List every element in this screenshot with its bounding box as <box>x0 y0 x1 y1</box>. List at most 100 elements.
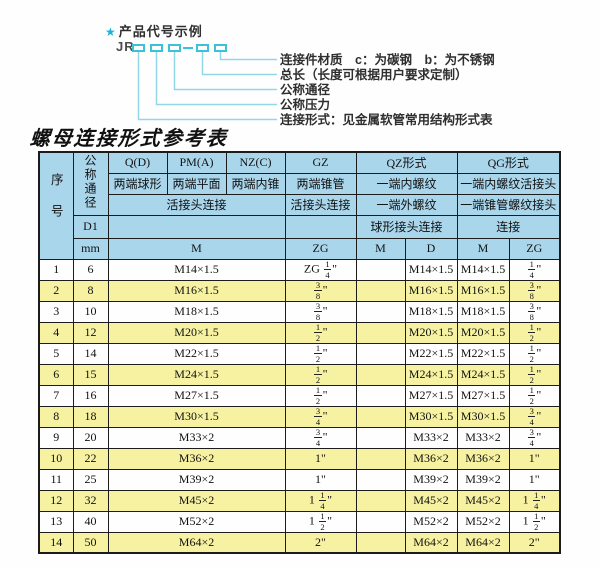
cell-qz-m <box>355 489 406 512</box>
cell-qz-m <box>355 468 406 491</box>
cell-serial: 8 <box>38 405 74 428</box>
cell-serial: 1 <box>38 258 74 281</box>
cell-qg-m: M30×1.5 <box>456 405 510 428</box>
diagram-label-connection: 连接形式：见金属软管常用结构形式表 <box>280 113 493 127</box>
cell-gz-zg: 1" <box>284 447 357 470</box>
cell-qz-m <box>355 363 406 386</box>
table-row: 11 25 M39×2 1" M39×2 M39×2 1" <box>38 468 561 491</box>
cell-mm: 18 <box>72 405 109 428</box>
cell-qz-d: M52×2 <box>404 510 458 533</box>
header-nz-desc: 两端内锥 <box>225 172 286 195</box>
table-row: 14 50 M64×2 2" M64×2 M64×2 2" <box>38 531 561 554</box>
cell-qz-d: M27×1.5 <box>404 384 458 407</box>
connector-line-1 <box>137 52 277 121</box>
cell-qg-m: M52×2 <box>456 510 510 533</box>
cell-gz-zg: 3 8 " <box>284 300 357 323</box>
diagram-label-material: 连接件材质 c：为碳钢 b：为不锈钢 <box>280 53 495 67</box>
cell-m-thread: M14×1.5 <box>107 258 286 281</box>
cell-qg-zg: 1 2 " <box>508 384 561 407</box>
cell-qz-d: M24×1.5 <box>404 363 458 386</box>
cell-qg-zg: 1 1 2 " <box>508 510 561 533</box>
cell-mm: 25 <box>72 468 109 491</box>
cell-qg-zg: 2" <box>508 531 561 554</box>
table-row: 10 22 M36×2 1" M36×2 M36×2 1" <box>38 447 561 470</box>
cell-qg-m: M16×1.5 <box>456 279 510 302</box>
cell-qg-m: M18×1.5 <box>456 300 510 323</box>
header-gz-union: 活接头连接 <box>284 193 357 216</box>
cell-serial: 6 <box>38 363 74 386</box>
cell-qz-m <box>355 279 406 302</box>
nut-connection-table: 序号 公称通径 Q(D) PM(A) NZ(C) GZ QZ形式 QG形式 两端… <box>38 151 561 554</box>
header-mm: mm <box>72 237 109 260</box>
header-serial: 序号 <box>38 151 74 260</box>
connector-line-2 <box>155 52 277 106</box>
cell-m-thread: M27×1.5 <box>107 384 286 407</box>
cell-mm: 32 <box>72 489 109 512</box>
header-nominal-diameter: 公称通径 <box>72 151 109 216</box>
header-pm-desc: 两端平面 <box>166 172 227 195</box>
code-box-2 <box>150 44 163 52</box>
table-row: 2 8 M16×1.5 3 8 " M16×1.5 M16×1.5 3 8 " <box>38 279 561 302</box>
table-row: 1 6 M14×1.5 ZG 1 4 " M14×1.5 M14×1.5 1 4 " <box>38 258 561 281</box>
table-row: 8 18 M30×1.5 3 4 " M30×1.5 M30×1.5 3 4 " <box>38 405 561 428</box>
cell-qz-m <box>355 321 406 344</box>
cell-serial: 11 <box>38 468 74 491</box>
cell-qz-d: M22×1.5 <box>404 342 458 365</box>
cell-qz-d: M36×2 <box>404 447 458 470</box>
cell-qz-d: M64×2 <box>404 531 458 554</box>
header-pm: PM(A) <box>166 151 227 174</box>
cell-qg-zg: 3 4 " <box>508 405 561 428</box>
cell-gz-zg: 1 1 2 " <box>284 510 357 533</box>
header-qg-form: QG形式 <box>456 151 561 174</box>
cell-gz-zg: 3 8 " <box>284 279 357 302</box>
cell-mm: 12 <box>72 321 109 344</box>
connector-lines <box>137 52 277 121</box>
cell-qz-m <box>355 426 406 449</box>
cell-gz-zg: 3 4 " <box>284 405 357 428</box>
code-box-5 <box>214 44 227 52</box>
cell-qg-m: M22×1.5 <box>456 342 510 365</box>
cell-mm: 6 <box>72 258 109 281</box>
cell-qz-d: M14×1.5 <box>404 258 458 281</box>
cell-qg-zg: 1 2 " <box>508 363 561 386</box>
header-gz: GZ <box>284 151 357 174</box>
cell-serial: 4 <box>38 321 74 344</box>
table-body: 1 6 M14×1.5 ZG 1 4 " M14×1.5 M14×1.5 1 4 " 2 8 M16×1.… <box>38 258 561 554</box>
cell-serial: 9 <box>38 426 74 449</box>
connector-line-4 <box>201 52 277 76</box>
cell-mm: 8 <box>72 279 109 302</box>
cell-mm: 40 <box>72 510 109 533</box>
table-row: 9 20 M33×2 3 4 " M33×2 M33×2 3 4 " <box>38 426 561 449</box>
cell-mm: 22 <box>72 447 109 470</box>
cell-qz-m <box>355 531 406 554</box>
cell-serial: 3 <box>38 300 74 323</box>
cell-qz-m <box>355 300 406 323</box>
product-code-prefix: JR <box>116 39 135 54</box>
header-qz-desc2: 一端外螺纹 <box>355 193 458 216</box>
diagram-title-text: 产品代号示例 <box>118 24 203 39</box>
cell-gz-zg: 1 2 " <box>284 363 357 386</box>
cell-serial: 2 <box>38 279 74 302</box>
cell-qg-m: M45×2 <box>456 489 510 512</box>
code-box-4 <box>196 44 209 52</box>
cell-qz-m <box>355 258 406 281</box>
cell-m-thread: M24×1.5 <box>107 363 286 386</box>
cell-mm: 15 <box>72 363 109 386</box>
header-qd-desc: 两端球形 <box>107 172 168 195</box>
table-row: 5 14 M22×1.5 1 2 " M22×1.5 M22×1.5 1 2 " <box>38 342 561 365</box>
cell-m-thread: M45×2 <box>107 489 286 512</box>
cell-mm: 16 <box>72 384 109 407</box>
code-dash <box>183 47 193 49</box>
cell-qz-m <box>355 384 406 407</box>
cell-serial: 13 <box>38 510 74 533</box>
cell-m-thread: M52×2 <box>107 510 286 533</box>
header-qz-d: D <box>404 237 458 260</box>
header-d1: D1 <box>72 214 109 239</box>
cell-qg-zg: 1 1 4 " <box>508 489 561 512</box>
cell-qz-d: M33×2 <box>404 426 458 449</box>
cell-serial: 10 <box>38 447 74 470</box>
header-gz-desc: 两端锥管 <box>284 172 357 195</box>
cell-qg-zg: 3 4 " <box>508 426 561 449</box>
cell-m-thread: M16×1.5 <box>107 279 286 302</box>
